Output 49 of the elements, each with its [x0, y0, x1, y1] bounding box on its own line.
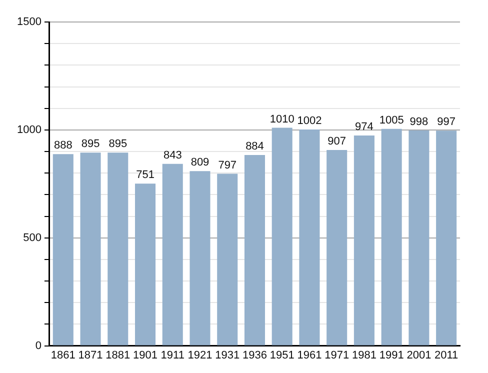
x-tick-label: 1971 [324, 349, 350, 362]
data-label: 895 [108, 138, 128, 150]
y-tick-label: 1000 [16, 124, 42, 136]
x-tick-label: 1861 [50, 349, 76, 362]
bar [299, 130, 320, 346]
x-tick-label: 1871 [78, 349, 103, 362]
bar [408, 130, 430, 346]
x-tick-label: 1931 [215, 349, 240, 362]
x-tick-label: 2001 [406, 349, 432, 362]
y-tick-label: 0 [35, 340, 42, 352]
x-tick-label: 1911 [160, 349, 184, 362]
bar [354, 136, 374, 346]
data-label: 907 [328, 136, 346, 148]
x-tick-label: 1991 [379, 349, 404, 362]
x-tick-label: 1936 [242, 349, 267, 362]
bar [162, 164, 183, 346]
x-tick-label: 1961 [297, 349, 322, 362]
x-tick-label: 1881 [106, 349, 130, 362]
bar [436, 130, 457, 346]
bar [80, 152, 101, 346]
bar [190, 171, 210, 346]
data-label: 884 [246, 140, 264, 153]
bar [52, 154, 74, 346]
bar [272, 128, 292, 346]
data-label: 797 [218, 159, 237, 172]
bar [135, 184, 156, 346]
bar [326, 150, 348, 346]
data-label: 888 [54, 140, 72, 152]
y-tick-label: 500 [23, 232, 42, 244]
bar [244, 154, 265, 346]
x-tick-label: 1901 [133, 349, 158, 362]
data-label: 895 [81, 138, 100, 150]
x-tick-label: 2011 [434, 349, 458, 362]
x-tick-label: 1981 [352, 349, 376, 362]
data-label: 1005 [379, 114, 404, 126]
data-label: 1010 [270, 113, 294, 126]
bar [381, 128, 402, 346]
data-label: 751 [136, 169, 154, 182]
bar [108, 152, 128, 346]
data-label: 998 [410, 116, 428, 128]
data-label: 809 [190, 156, 210, 169]
x-tick-label: 1951 [270, 349, 294, 362]
data-label: 974 [355, 121, 374, 134]
data-label: 843 [163, 149, 182, 162]
y-tick-label: 1500 [16, 16, 42, 28]
data-label: 997 [437, 116, 456, 128]
bar [217, 174, 238, 346]
x-tick-label: 1921 [188, 349, 212, 362]
data-label: 1002 [297, 115, 322, 128]
